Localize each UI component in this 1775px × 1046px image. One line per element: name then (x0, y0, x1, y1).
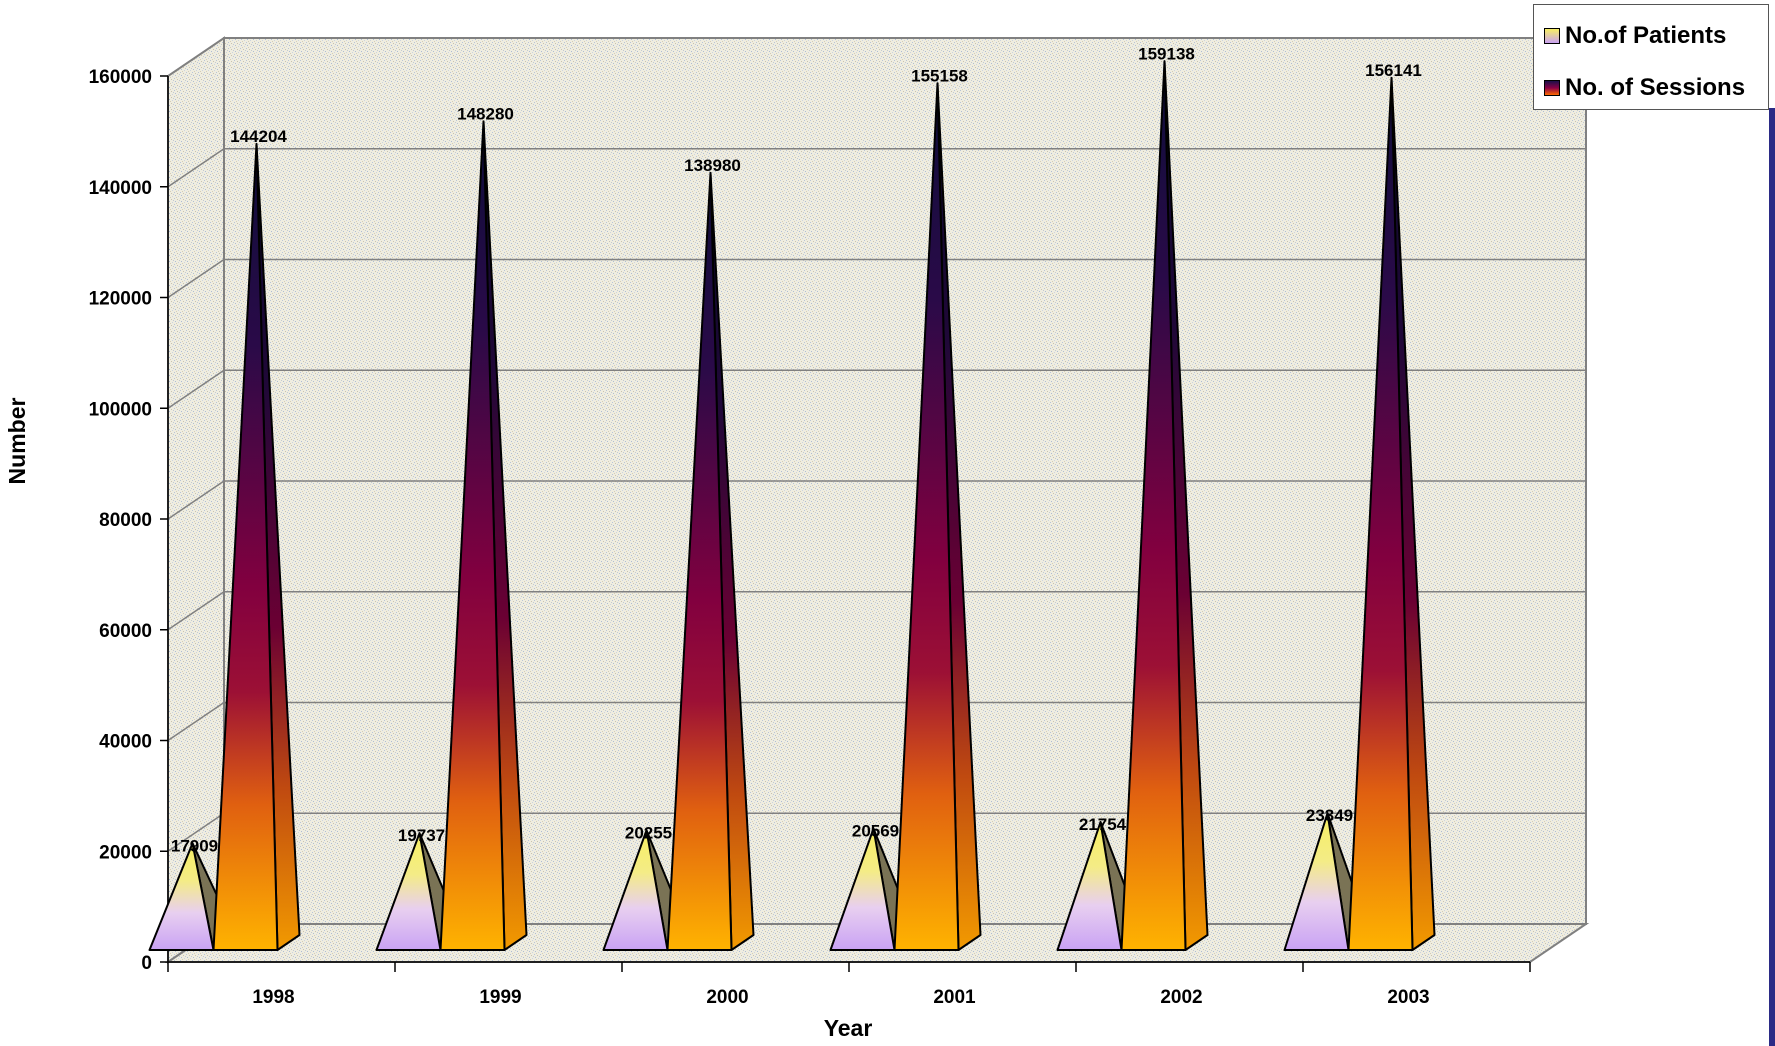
sessions-pyramid-front (1120, 60, 1187, 951)
data-label-patients: 19737 (398, 826, 445, 845)
y-tick-label: 120000 (89, 289, 152, 310)
y-axis-title: Number (4, 398, 30, 485)
y-tick-label: 0 (141, 953, 152, 974)
sessions-pyramid-front (212, 142, 279, 951)
gridline-side (167, 37, 225, 77)
sessions-pyramid-front (1347, 76, 1414, 951)
data-label-patients: 17909 (171, 836, 218, 855)
x-tick-label: 2003 (1387, 987, 1429, 1008)
patients-pyramid-front (375, 832, 442, 951)
patients-pyramid-front (148, 842, 215, 951)
sessions-pyramid (666, 171, 755, 951)
data-label-sessions: 159138 (1138, 44, 1195, 63)
gridline-side (167, 591, 225, 631)
x-tick-label: 2001 (933, 987, 976, 1008)
y-axis-ticks: 0 20000 40000 60000 80000 100000 120000 140000 1… (89, 67, 169, 974)
sessions-pyramid (212, 142, 301, 951)
legend-item-patients: No.of Patients (1544, 21, 1726, 51)
sessions-pyramid-front (893, 82, 960, 951)
pyramid-marks (148, 60, 1436, 951)
data-label-sessions: 148280 (457, 104, 514, 123)
x-axis-ticks: 1998 1999 2000 2001 2002 2003 (167, 961, 1531, 1008)
legend: No.of Patients No. of Sessions (1533, 4, 1769, 110)
data-label-sessions: 156141 (1365, 61, 1422, 80)
legend-swatch-sessions (1544, 80, 1560, 96)
patients-pyramid-front (1283, 812, 1350, 951)
x-axis-title: Year (824, 1015, 873, 1041)
sessions-pyramid (1120, 60, 1209, 951)
data-label-sessions: 144204 (230, 127, 287, 146)
data-label-patients: 21754 (1079, 815, 1127, 834)
gridline-side (167, 369, 225, 409)
legend-swatch-patients (1544, 28, 1560, 44)
x-tick-label: 2002 (1160, 987, 1202, 1008)
data-label-patients: 20569 (852, 822, 899, 841)
y-tick-label: 140000 (89, 178, 152, 199)
gridline-side (167, 258, 225, 299)
y-tick-label: 160000 (89, 67, 152, 88)
x-tick-label: 1999 (479, 987, 521, 1008)
data-label-patients: 23349 (1306, 806, 1353, 825)
legend-label-patients: No.of Patients (1565, 22, 1727, 49)
sessions-pyramid (893, 82, 982, 951)
legend-label-sessions: No. of Sessions (1565, 74, 1746, 101)
gridline-side (167, 148, 225, 188)
accent-bar (1769, 108, 1775, 1046)
data-label-sessions: 155158 (911, 66, 968, 85)
y-tick-label: 20000 (99, 842, 152, 863)
data-label-sessions: 138980 (684, 156, 741, 175)
y-tick-label: 80000 (99, 510, 152, 531)
data-label-patients: 20255 (625, 823, 672, 842)
y-tick-label: 100000 (89, 399, 152, 420)
sessions-pyramid (1347, 76, 1436, 951)
sessions-pyramid-front (439, 120, 506, 951)
legend-item-sessions: No. of Sessions (1544, 73, 1745, 103)
y-tick-label: 40000 (99, 732, 152, 753)
sessions-pyramid-front (666, 171, 733, 951)
patients-pyramid-front (1056, 821, 1123, 951)
y-tick-label: 60000 (99, 621, 152, 642)
patients-pyramid-front (829, 827, 896, 951)
gridline-side (167, 701, 225, 742)
x-tick-label: 2000 (706, 987, 748, 1008)
x-tick-label: 1998 (252, 987, 294, 1008)
gridline-side (167, 480, 225, 520)
gridline-side (167, 812, 225, 852)
sessions-pyramid (439, 120, 528, 951)
data-labels: 17909 144204 19737 148280 20255 138980 20569 15… (171, 44, 1422, 855)
patients-pyramid-front (602, 829, 669, 951)
